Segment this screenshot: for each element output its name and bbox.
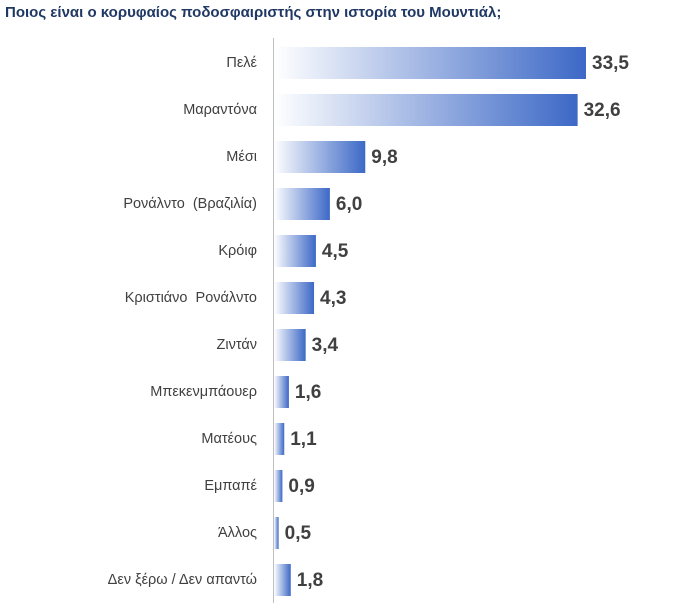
chart-title: Ποιος είναι ο κορυφαίος ποδοσφαιριστής σ… [5, 4, 502, 21]
bar [274, 188, 330, 220]
data-label: 1,8 [297, 570, 323, 591]
bar [274, 470, 283, 502]
category-label: Κριστιάνο Ρονάλντο [125, 290, 257, 306]
bar [274, 329, 306, 361]
category-label: Εμπαπέ [204, 478, 257, 494]
category-label: Πελέ [226, 55, 257, 71]
category-label: Μπεκενμπάουερ [150, 384, 257, 400]
data-label: 1,6 [295, 382, 321, 403]
bar [274, 94, 578, 126]
bar [274, 376, 289, 408]
data-label: 4,5 [322, 241, 349, 262]
category-label: Μέσι [226, 149, 257, 165]
data-label: 4,3 [320, 288, 346, 309]
category-label: Κρόιφ [218, 243, 257, 259]
bar [274, 47, 586, 79]
data-label: 33,5 [592, 53, 629, 74]
category-label: Ζιντάν [217, 337, 257, 353]
bar [274, 564, 291, 596]
data-label: 1,1 [290, 429, 317, 450]
data-label: 0,9 [288, 476, 314, 497]
category-label: Ρονάλντο (Βραζιλία) [123, 196, 257, 212]
data-label: 32,6 [584, 100, 621, 121]
bars: Πελέ 33,5 Μαραντόνα 32,6 Μέσι 9,8 Ρονάλντο (Βρ… [108, 47, 629, 596]
bar [274, 235, 316, 267]
data-label: 9,8 [371, 147, 397, 168]
data-label: 0,5 [285, 523, 312, 544]
bar [274, 517, 279, 549]
category-label: Ματέους [201, 431, 257, 447]
category-label: Δεν ξέρω / Δεν απαντώ [108, 572, 257, 588]
bar [274, 423, 285, 455]
bar [274, 282, 315, 314]
bar [274, 141, 366, 173]
category-label: Μαραντόνα [183, 102, 257, 118]
data-label: 3,4 [312, 335, 339, 356]
category-label: Άλλος [218, 525, 257, 541]
data-label: 6,0 [336, 194, 362, 215]
